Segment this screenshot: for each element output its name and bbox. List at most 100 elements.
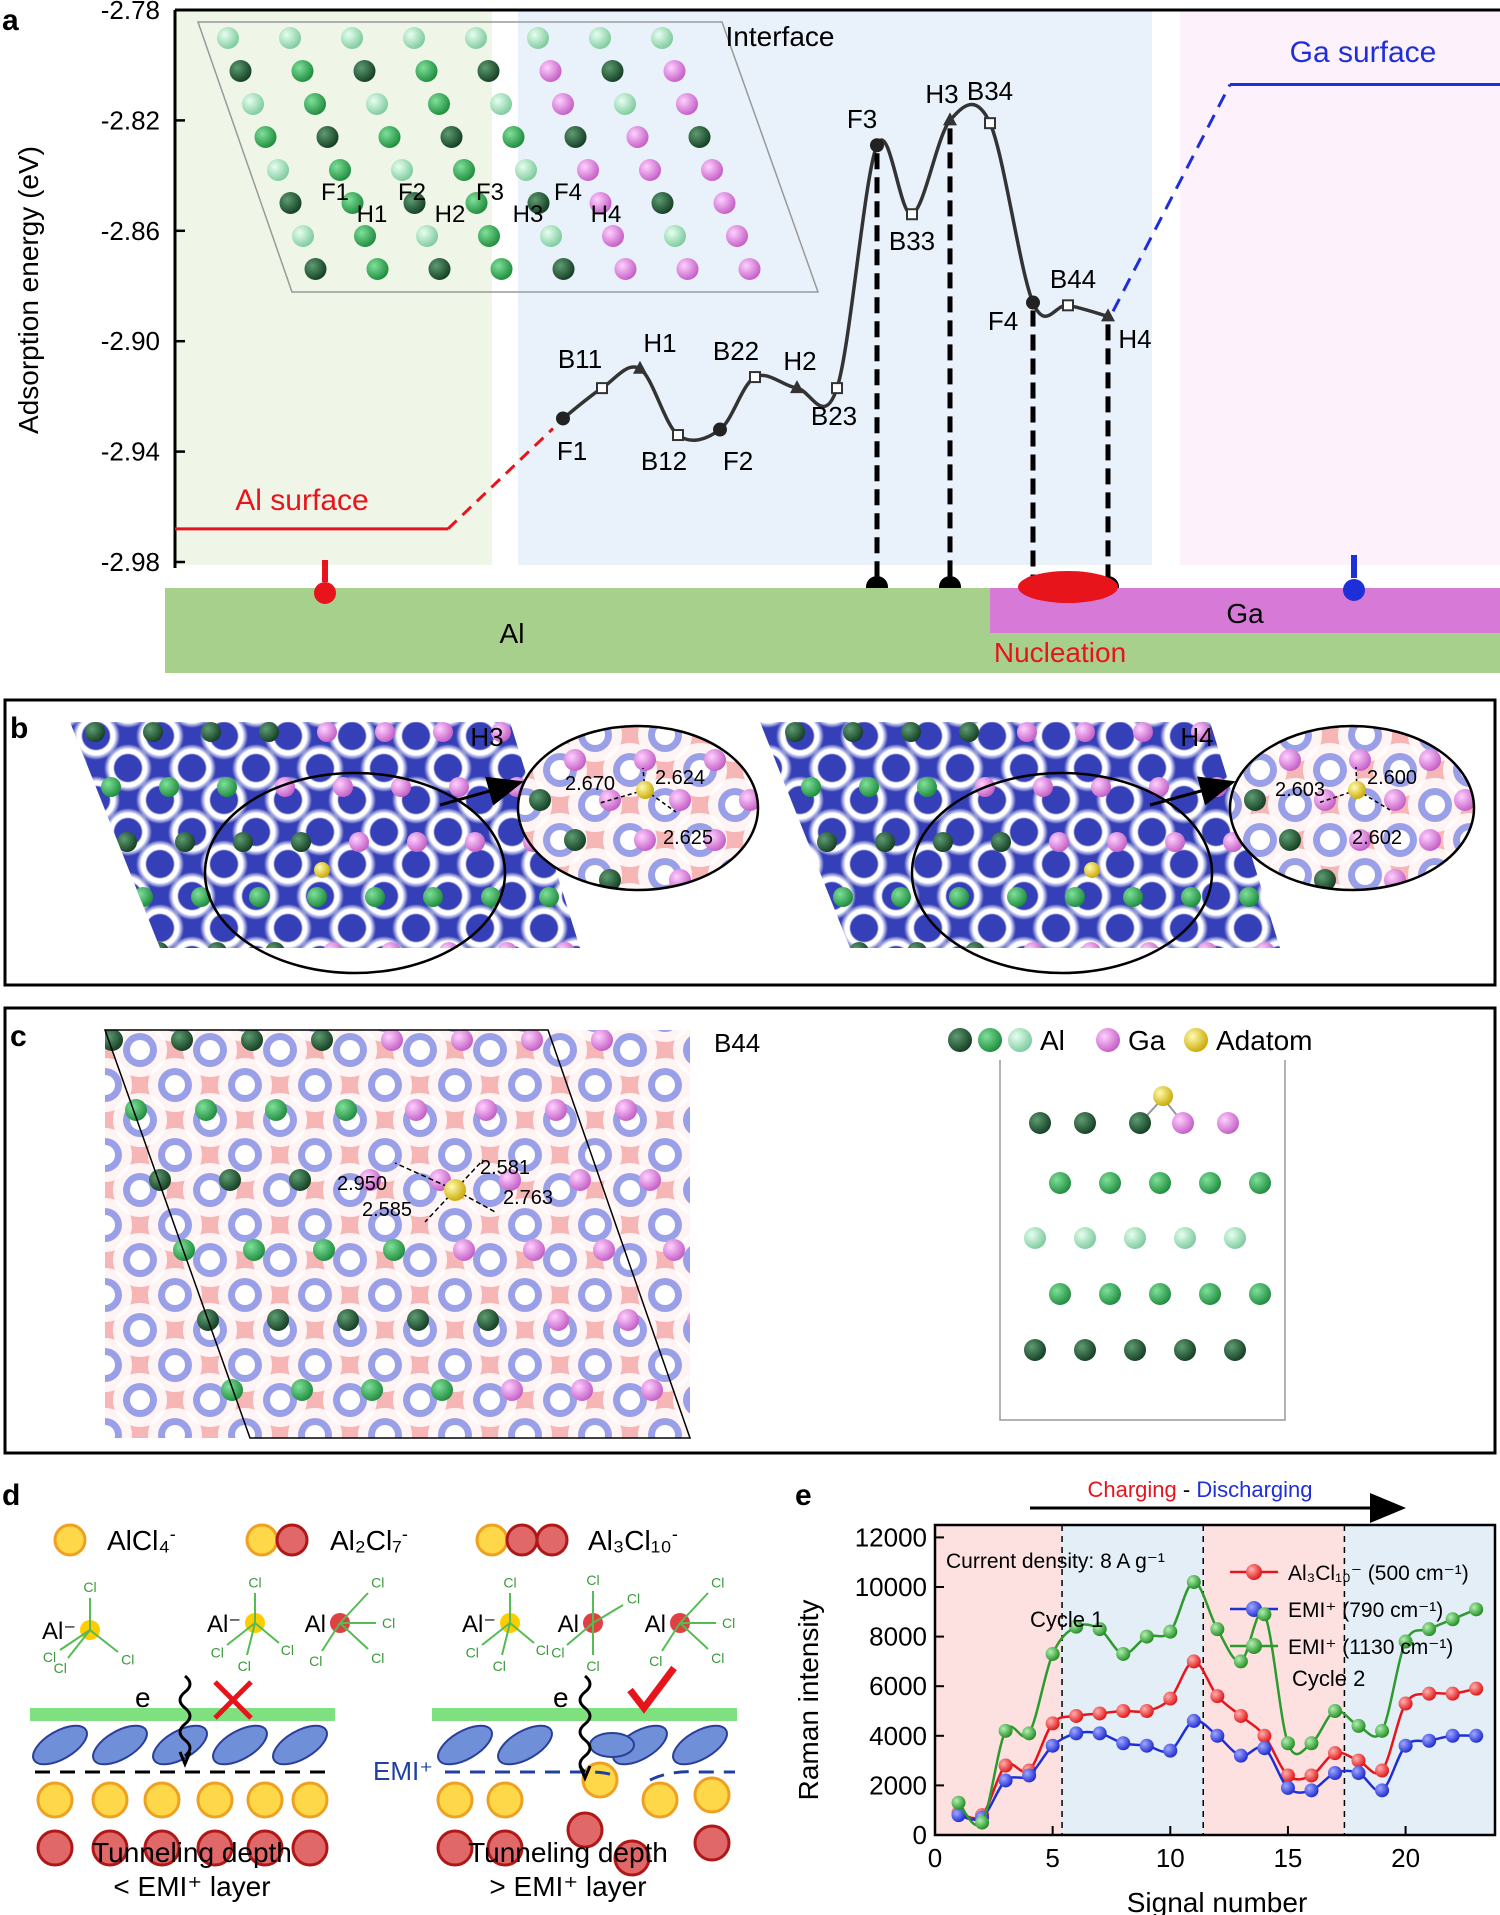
lattice-atom bbox=[602, 225, 624, 247]
zoom-atom bbox=[1454, 789, 1474, 811]
al-bar-label: Al bbox=[500, 618, 525, 649]
lattice-atom bbox=[1123, 887, 1143, 907]
lattice-atom bbox=[465, 832, 485, 852]
data-point bbox=[1163, 1624, 1178, 1639]
lattice-atom bbox=[329, 159, 351, 181]
lattice-atom bbox=[175, 832, 195, 852]
anion-red bbox=[693, 1824, 731, 1862]
data-point bbox=[1422, 1686, 1437, 1701]
electrode-left bbox=[30, 1708, 335, 1721]
lattice-atom bbox=[477, 1309, 499, 1331]
dist-h3-2: 2.624 bbox=[655, 767, 705, 789]
cl-atom-label: Cl bbox=[281, 1642, 294, 1658]
anion-yellow bbox=[36, 1781, 74, 1819]
data-point bbox=[998, 1758, 1013, 1773]
zoom-atom bbox=[1279, 749, 1301, 771]
lattice-atom bbox=[539, 60, 562, 82]
emi-cation bbox=[672, 1724, 728, 1766]
point-label-b23: B23 bbox=[811, 401, 857, 431]
plot-frame bbox=[933, 1523, 1497, 1837]
lattice-atom bbox=[502, 126, 525, 148]
zoom-arrow-h4 bbox=[1149, 776, 1236, 807]
side-atom bbox=[1129, 1112, 1151, 1134]
point-b34 bbox=[984, 117, 996, 130]
data-point bbox=[1163, 1691, 1178, 1706]
adatom-h4 bbox=[1084, 862, 1100, 878]
lattice-atom bbox=[515, 159, 537, 181]
panel-e: e Charging - Discharging 0 2000 4000 6000 80… bbox=[793, 1477, 1497, 1915]
legend-adatom bbox=[1184, 1028, 1208, 1052]
al-atom-label: Al bbox=[645, 1611, 666, 1638]
point-label-h4: H4 bbox=[1118, 324, 1151, 354]
lattice-atom bbox=[1139, 942, 1159, 948]
cl-atom-label: Cl bbox=[382, 1615, 395, 1631]
cl-atom-label: Cl bbox=[493, 1658, 506, 1674]
point-label-b11: B11 bbox=[558, 344, 602, 374]
data-point bbox=[1233, 1654, 1248, 1669]
emi-cation bbox=[32, 1724, 88, 1766]
cl-atom-label: Cl bbox=[722, 1615, 735, 1631]
inset-site-label: F1 bbox=[321, 179, 349, 206]
side-atom bbox=[1199, 1172, 1221, 1194]
y-tick-label: -2.90 bbox=[101, 326, 160, 356]
side-atom bbox=[1074, 1339, 1096, 1361]
lattice-atom bbox=[917, 777, 937, 797]
adatom-h3 bbox=[314, 862, 330, 878]
data-point bbox=[1116, 1704, 1131, 1718]
site-label-h3: H3 bbox=[470, 722, 503, 752]
side-atom bbox=[1099, 1283, 1121, 1305]
side-atom bbox=[1029, 1112, 1051, 1134]
data-point bbox=[1139, 1704, 1154, 1718]
legend-marker bbox=[1246, 1638, 1262, 1654]
lattice-atom bbox=[243, 1239, 265, 1261]
cl-atom-label: Cl bbox=[586, 1658, 599, 1674]
zoom-oval-h3 bbox=[516, 724, 760, 892]
zoom-atom bbox=[634, 749, 656, 771]
lattice-atom bbox=[663, 1239, 685, 1261]
anion-red bbox=[246, 1829, 284, 1867]
tunneling-line-right bbox=[445, 1770, 735, 1782]
cycle2-label: Cycle 2 bbox=[1292, 1666, 1365, 1691]
side-atom bbox=[1074, 1227, 1096, 1249]
side-atom bbox=[1149, 1172, 1171, 1194]
lattice-atom bbox=[641, 1379, 663, 1401]
lattice-atom bbox=[651, 192, 674, 214]
data-point bbox=[1022, 1726, 1037, 1741]
lattice-atom bbox=[265, 1099, 287, 1121]
zoom-atom bbox=[1454, 869, 1474, 890]
lattice-atom bbox=[229, 60, 252, 82]
lattice-atom bbox=[601, 60, 624, 82]
lattice-atom bbox=[907, 942, 927, 948]
lattice-atom bbox=[125, 1099, 147, 1121]
lattice-atom bbox=[149, 1169, 171, 1191]
lattice-atom bbox=[539, 887, 559, 907]
data-point bbox=[1045, 1716, 1060, 1731]
lattice-atom bbox=[307, 887, 327, 907]
emi-cation bbox=[212, 1724, 268, 1766]
lattice-atom bbox=[207, 942, 227, 948]
alcl4-label: AlCl₄- bbox=[107, 1524, 176, 1556]
data-point bbox=[1351, 1718, 1366, 1733]
lattice-atom bbox=[711, 1379, 733, 1401]
lattice-atom bbox=[875, 832, 895, 852]
slab-top-view-inset: F1 H1 F2 H2 F3 H3 F4 H4 bbox=[196, 21, 820, 293]
data-point bbox=[1210, 1689, 1225, 1704]
y-tick-label: -2.86 bbox=[101, 216, 160, 246]
x-tick-label: 20 bbox=[1391, 1843, 1420, 1873]
data-point bbox=[951, 1808, 966, 1823]
lattice-atom bbox=[217, 777, 237, 797]
data-point bbox=[998, 1723, 1013, 1738]
data-point bbox=[1186, 1654, 1201, 1669]
lattice-atom bbox=[217, 27, 239, 49]
check-icon bbox=[627, 1665, 677, 1714]
lattice-atom bbox=[381, 1030, 403, 1051]
anion-yellow bbox=[246, 1781, 284, 1819]
lattice-atom bbox=[403, 192, 426, 214]
data-point bbox=[1069, 1726, 1084, 1741]
lattice-atom bbox=[859, 777, 879, 797]
alcl4-icon bbox=[53, 1523, 87, 1557]
data-point bbox=[951, 1795, 966, 1810]
data-point bbox=[1469, 1602, 1484, 1617]
lattice-atom bbox=[254, 126, 277, 148]
lattice-atom bbox=[279, 27, 301, 49]
